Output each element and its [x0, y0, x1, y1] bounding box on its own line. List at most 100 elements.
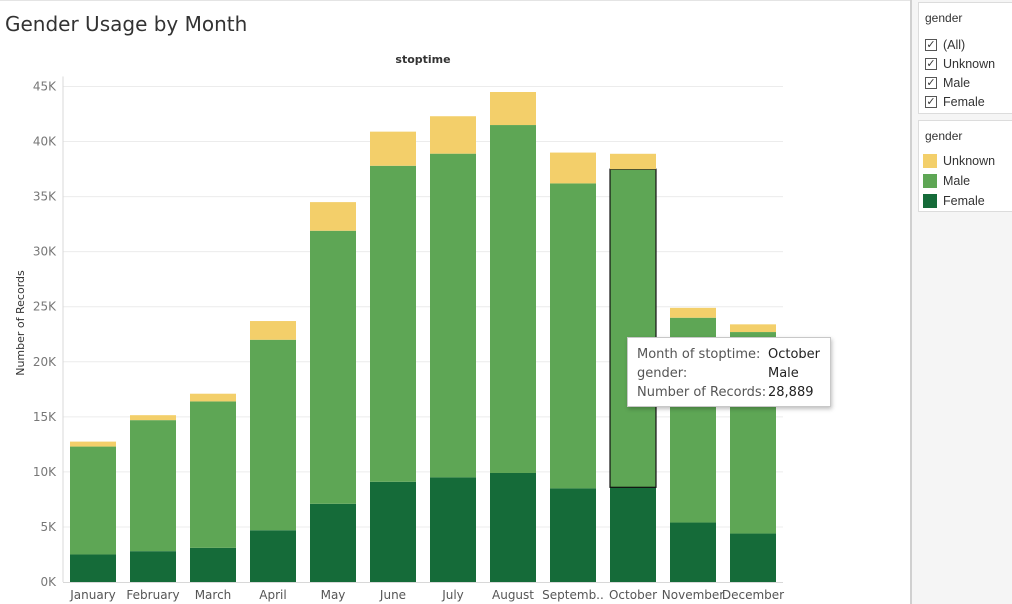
gender-legend-card: gender Unknown Male Female [918, 120, 1012, 212]
tooltip-row-gender: gender: Male [637, 366, 827, 384]
x-tick-label: July [441, 588, 464, 602]
bar-segment-female[interactable] [190, 547, 236, 582]
checkbox-icon[interactable]: ✓ [925, 77, 937, 89]
legend-swatch [923, 154, 937, 168]
x-tick-label: December [722, 588, 784, 602]
filter-item-male[interactable]: ✓ Male [925, 74, 970, 92]
stacked-bar-chart: 0K 5K 10K 15K 20K 25K 30K 35K 40K 45K stoptime Numb… [14, 53, 784, 602]
checkbox-icon[interactable]: ✓ [925, 39, 937, 51]
tooltip-key: gender: [637, 366, 688, 381]
y-tick-label: 45K [33, 80, 57, 94]
legend-item-label: Female [943, 194, 985, 208]
bar-segment-male[interactable] [609, 168, 657, 488]
legend-item-male[interactable]: Male [923, 172, 970, 190]
bar-segment-female[interactable] [550, 488, 596, 582]
bar-segment-female[interactable] [310, 503, 356, 582]
y-tick-label: 40K [33, 135, 57, 149]
bar-segment-female[interactable] [130, 551, 176, 582]
x-tick-label: April [259, 588, 286, 602]
legend-swatch [923, 174, 937, 188]
bar-segment-male[interactable] [250, 339, 296, 531]
y-tick-label: 0K [40, 575, 57, 589]
legend-item-label: Male [943, 174, 971, 188]
bar-segment-female[interactable] [70, 554, 116, 582]
bar-segment-male[interactable] [430, 153, 476, 478]
gender-filter-card: gender ✓ (All) ✓ Unknown ✓ Male ✓ Female [918, 2, 1012, 114]
bar-segment-female[interactable] [250, 530, 296, 582]
tooltip-row-records: Number of Records: 28,889 [637, 385, 827, 403]
y-tick-label: 35K [33, 190, 57, 204]
x-tick-label: May [321, 588, 346, 602]
filter-item-label: (All) [943, 38, 966, 52]
y-tick-label: 25K [33, 300, 57, 314]
x-tick-label: January [69, 588, 116, 602]
bar-segment-female[interactable] [730, 533, 776, 582]
column-header: stoptime [395, 53, 450, 66]
y-tick-label: 10K [33, 465, 57, 479]
legend-item-female[interactable]: Female [923, 192, 985, 210]
chart-title: Gender Usage by Month [5, 12, 248, 36]
legend-title: gender [925, 129, 963, 143]
panel-divider [910, 0, 912, 604]
bar-segment-female[interactable] [430, 477, 476, 582]
bar-segment-female[interactable] [670, 522, 716, 582]
bar-segment-unknown[interactable] [130, 415, 176, 421]
bar-segment-unknown[interactable] [190, 393, 236, 402]
filter-title: gender [925, 11, 963, 25]
legend-swatch [923, 194, 937, 208]
side-panel: gender ✓ (All) ✓ Unknown ✓ Male ✓ Female… [912, 0, 1012, 604]
tooltip-key: Number of Records: [637, 385, 767, 400]
gridlines [63, 86, 783, 528]
filter-item-label: Unknown [943, 57, 996, 71]
bar-segment-male[interactable] [550, 183, 596, 489]
filter-item-label: Female [943, 95, 985, 109]
bar-segment-male[interactable] [370, 165, 416, 482]
filter-item-all[interactable]: ✓ (All) [925, 36, 965, 54]
legend-item-label: Unknown [943, 154, 996, 168]
filter-item-label: Male [943, 76, 971, 90]
bar-segment-unknown[interactable] [70, 441, 116, 447]
bar-segment-unknown[interactable] [370, 131, 416, 166]
y-tick-label: 30K [33, 245, 57, 259]
top-rule [0, 0, 910, 1]
bar-segment-unknown[interactable] [250, 321, 296, 340]
bar-segment-unknown[interactable] [730, 324, 776, 333]
checkbox-icon[interactable]: ✓ [925, 96, 937, 108]
filter-item-female[interactable]: ✓ Female [925, 93, 985, 111]
x-tick-label: Septemb.. [542, 588, 604, 602]
bar-segment-female[interactable] [610, 487, 656, 582]
bars [70, 92, 776, 582]
y-tick-label: 15K [33, 410, 57, 424]
axes [62, 76, 783, 583]
bar-segment-unknown[interactable] [550, 152, 596, 184]
tooltip-row-month: Month of stoptime: October [637, 347, 827, 365]
x-tick-label: February [126, 588, 179, 602]
x-tick-label: November [662, 588, 724, 602]
tooltip-key: Month of stoptime: [637, 347, 761, 362]
bar-segment-unknown[interactable] [490, 92, 536, 126]
bar-segment-unknown[interactable] [670, 307, 716, 318]
bar-segment-female[interactable] [490, 472, 536, 582]
tooltip-value: 28,889 [768, 385, 814, 400]
filter-item-unknown[interactable]: ✓ Unknown [925, 55, 995, 73]
legend-item-unknown[interactable]: Unknown [923, 152, 995, 170]
bar-segment-male[interactable] [190, 401, 236, 548]
bar-segment-male[interactable] [130, 420, 176, 552]
axis-labels: 0K 5K 10K 15K 20K 25K 30K 35K 40K 45K stoptime Numb… [14, 53, 784, 602]
bar-segment-male[interactable] [70, 446, 116, 555]
bar-segment-unknown[interactable] [610, 153, 656, 170]
bar-segment-unknown[interactable] [310, 202, 356, 231]
bar-tooltip: Month of stoptime: October gender: Male … [627, 337, 831, 407]
bar-segment-male[interactable] [490, 125, 536, 473]
bar-segment-female[interactable] [370, 481, 416, 582]
x-tick-label: March [195, 588, 232, 602]
checkbox-icon[interactable]: ✓ [925, 58, 937, 70]
x-tick-label: October [609, 588, 657, 602]
y-tick-label: 5K [40, 520, 57, 534]
y-tick-label: 20K [33, 355, 57, 369]
y-axis-title: Number of Records [14, 270, 27, 376]
bar-segment-male[interactable] [310, 230, 356, 504]
bar-segment-unknown[interactable] [430, 116, 476, 154]
x-tick-label: June [379, 588, 406, 602]
tooltip-value: Male [768, 366, 799, 381]
